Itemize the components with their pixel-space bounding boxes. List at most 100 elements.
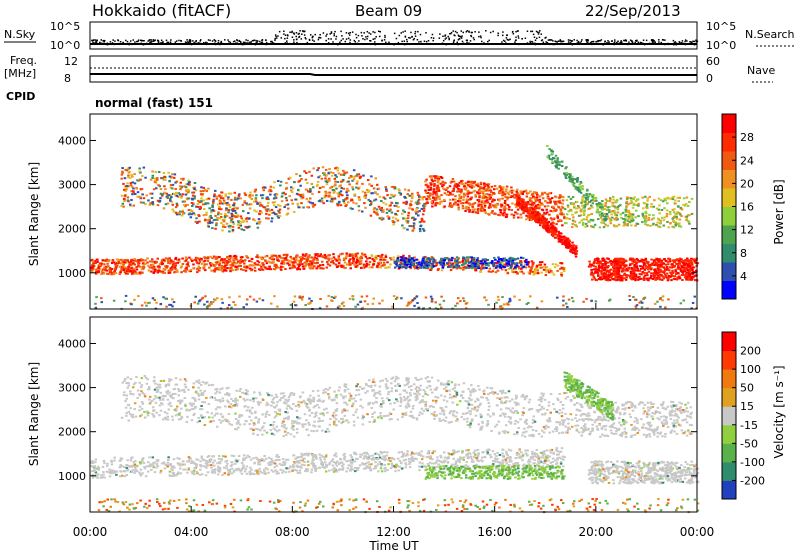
echo-cell xyxy=(178,258,181,260)
echo-cell xyxy=(151,171,154,173)
echo-cell xyxy=(169,180,172,182)
echo-cell xyxy=(237,224,240,226)
nsky-point xyxy=(658,41,660,43)
nsky-point xyxy=(501,41,503,43)
echo-cell xyxy=(495,267,498,269)
echo-cell xyxy=(264,187,267,189)
echo-cell xyxy=(259,221,262,223)
echo-cell xyxy=(385,188,388,190)
nsky-point xyxy=(318,37,320,39)
echo-cell xyxy=(283,263,286,265)
echo-cell xyxy=(529,203,532,205)
echo-cell xyxy=(502,266,505,268)
echo-cell xyxy=(416,265,419,267)
echo-cell xyxy=(96,259,99,261)
echo-cell xyxy=(295,173,298,175)
echo-cell xyxy=(177,262,180,264)
echo-cell xyxy=(332,172,335,174)
echo-cell xyxy=(262,206,265,208)
echo-cell xyxy=(162,193,165,195)
nsky-point xyxy=(140,40,142,42)
nsky-point xyxy=(387,43,389,45)
echo-cell xyxy=(139,179,142,181)
nsky-point xyxy=(628,41,630,43)
echo-cell xyxy=(322,202,325,204)
echo-cell xyxy=(315,254,318,256)
echo-cell xyxy=(267,260,270,262)
echo-cell xyxy=(286,254,289,256)
echo-cell xyxy=(590,271,593,273)
echo-cell xyxy=(211,263,214,265)
nsky-point xyxy=(372,31,374,32)
echo-cell xyxy=(322,264,325,266)
echo-cell xyxy=(101,272,104,274)
echo-cell xyxy=(513,217,516,219)
echo-cell xyxy=(124,169,127,171)
nsky-point xyxy=(525,37,527,39)
echo-cell xyxy=(625,265,628,267)
echo-cell xyxy=(217,212,220,214)
echo-cell xyxy=(642,259,645,261)
echo-cell xyxy=(99,262,102,264)
echo-cell xyxy=(687,263,690,265)
echo-cell xyxy=(238,227,241,229)
echo-cell xyxy=(218,266,221,268)
echo-cell xyxy=(525,218,528,220)
echo-cell xyxy=(411,197,414,199)
echo-cell xyxy=(520,190,523,192)
echo-cell xyxy=(194,182,197,184)
nsky-point xyxy=(366,38,368,40)
echo-cell xyxy=(224,265,227,267)
echo-cell xyxy=(121,174,124,176)
echo-cell xyxy=(335,260,338,262)
echo-cell xyxy=(247,226,250,228)
nsky-point xyxy=(420,43,422,45)
nsky-point xyxy=(497,35,499,37)
nsky-point xyxy=(287,35,289,37)
echo-cell xyxy=(151,177,154,179)
nsky-point xyxy=(254,39,256,41)
echo-cell xyxy=(379,208,382,210)
echo-cell xyxy=(309,197,312,199)
echo-cell xyxy=(410,200,413,202)
echo-cell xyxy=(151,258,154,260)
echo-cell xyxy=(476,191,479,193)
echo-cell xyxy=(106,263,109,265)
nsky-point xyxy=(309,40,311,42)
echo-cell xyxy=(516,213,519,215)
echo-cell xyxy=(334,184,337,186)
nsky-point xyxy=(555,40,557,42)
nsky-point xyxy=(461,35,463,37)
echo-cell xyxy=(269,257,272,259)
echo-cell xyxy=(311,175,314,177)
echo-cell xyxy=(221,229,224,231)
echo-cell xyxy=(522,193,525,195)
echo-cell xyxy=(341,265,344,267)
echo-cell xyxy=(108,269,111,271)
echo-cell xyxy=(116,258,119,260)
echo-cell xyxy=(233,204,236,206)
echo-cell xyxy=(440,176,443,178)
echo-cell xyxy=(337,169,340,171)
echo-cell xyxy=(525,259,528,261)
nsky-point xyxy=(298,33,300,35)
echo-cell xyxy=(629,263,632,265)
echo-cell xyxy=(228,193,231,195)
echo-cell xyxy=(609,279,612,281)
echo-cell xyxy=(343,202,346,204)
nsky-point xyxy=(361,35,363,37)
echo-cell xyxy=(234,199,237,201)
nsky-point xyxy=(488,43,490,45)
echo-cell xyxy=(142,264,145,266)
echo-cell xyxy=(618,269,621,271)
echo-cell xyxy=(539,195,542,197)
nsky-point xyxy=(644,44,646,46)
echo-cell xyxy=(554,209,557,211)
echo-cell xyxy=(235,269,238,271)
echo-cell xyxy=(222,226,225,228)
echo-cell xyxy=(385,190,388,192)
echo-cell xyxy=(491,186,494,188)
echo-cell xyxy=(214,190,217,192)
nsky-point xyxy=(580,42,582,44)
echo-cell xyxy=(644,274,647,276)
